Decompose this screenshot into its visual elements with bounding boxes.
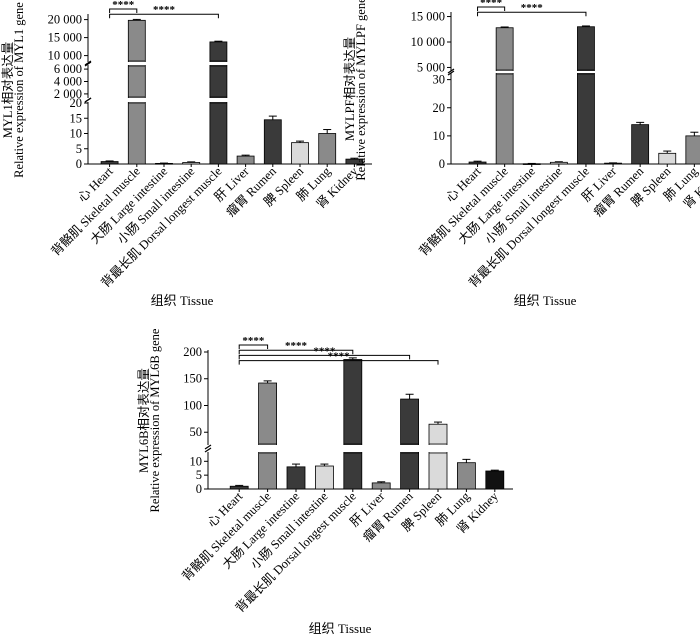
bar bbox=[127, 19, 146, 165]
significance-bracket bbox=[477, 6, 506, 11]
y-tick-label: 100 bbox=[183, 398, 202, 412]
significance-bracket bbox=[238, 360, 439, 365]
bar bbox=[100, 161, 119, 165]
axis-break-mark bbox=[84, 60, 92, 66]
axis-break-mark bbox=[84, 97, 92, 103]
bar bbox=[658, 152, 677, 165]
significance-bracket bbox=[238, 344, 269, 349]
y-tick-label: 5 000 bbox=[417, 60, 445, 74]
axis-break-gap bbox=[449, 71, 700, 73]
y-tick-label: 10 bbox=[433, 129, 446, 143]
y-tick-label: 15 000 bbox=[48, 31, 82, 45]
y-axis-subtitle: Relative expression of MYL6B gene bbox=[148, 328, 162, 512]
axis-break-mark bbox=[204, 447, 212, 453]
axis-break-mark bbox=[204, 444, 212, 450]
significance-bracket bbox=[109, 13, 219, 19]
bar bbox=[314, 465, 334, 490]
axis-break-mark bbox=[447, 70, 455, 76]
y-axis-title: MYLPF相对表达量 bbox=[343, 37, 357, 141]
bar bbox=[577, 26, 595, 165]
significance-label: **** bbox=[480, 0, 503, 9]
y-tick-label: 20 000 bbox=[48, 13, 82, 27]
significance-bracket bbox=[238, 354, 411, 360]
x-axis-title: 组织 Tissue bbox=[151, 293, 214, 308]
bar bbox=[286, 466, 306, 490]
significance-label: **** bbox=[153, 4, 176, 16]
y-tick-label: 5 bbox=[76, 142, 82, 156]
bar bbox=[291, 142, 309, 165]
bar bbox=[428, 423, 448, 490]
bar bbox=[456, 462, 476, 490]
y-tick-label: 0 bbox=[439, 157, 445, 171]
y-tick-label: 10 000 bbox=[411, 35, 445, 49]
y-tick-label: 30 bbox=[433, 73, 446, 87]
y-axis-subtitle: Relative expression of MYLPF gene bbox=[354, 0, 368, 181]
y-tick-label: 10 bbox=[70, 127, 83, 141]
y-axis-subtitle: Relative expression of MYL1 gene bbox=[12, 2, 26, 178]
bar bbox=[343, 359, 363, 490]
bar bbox=[236, 155, 255, 165]
significance-label: **** bbox=[242, 335, 265, 347]
y-tick-label: 2 000 bbox=[54, 87, 82, 101]
y-tick-label: 15 000 bbox=[411, 10, 445, 24]
bar bbox=[549, 161, 568, 165]
y-tick-label: 10 000 bbox=[48, 49, 82, 63]
bar bbox=[685, 135, 700, 165]
significance-bracket bbox=[109, 8, 138, 13]
significance-label: **** bbox=[112, 0, 135, 11]
y-tick-label: 20 bbox=[70, 96, 83, 110]
bar bbox=[182, 162, 201, 165]
bar bbox=[485, 470, 505, 490]
bar bbox=[318, 133, 337, 165]
axis-break-mark bbox=[447, 68, 455, 74]
x-axis-title: 组织 Tissue bbox=[514, 293, 577, 308]
x-axis-title: 组织 Tissue bbox=[309, 621, 372, 636]
y-axis-title: MYL1相对表达量 bbox=[1, 42, 15, 139]
axis-break-gap bbox=[86, 98, 374, 102]
bar bbox=[229, 485, 249, 490]
significance-bracket bbox=[477, 11, 587, 17]
bar bbox=[258, 382, 278, 490]
bar bbox=[371, 482, 391, 490]
y-tick-label: 6 000 bbox=[54, 62, 82, 76]
bar bbox=[263, 119, 282, 165]
bar bbox=[495, 27, 514, 165]
y-tick-label: 200 bbox=[183, 345, 202, 359]
y-tick-label: 10 bbox=[190, 454, 203, 468]
y-tick-label: 15 bbox=[70, 111, 83, 125]
significance-label: **** bbox=[521, 2, 544, 14]
significance-label: **** bbox=[285, 340, 308, 352]
y-tick-label: 50 bbox=[190, 425, 203, 439]
bar bbox=[631, 124, 650, 165]
y-tick-label: 4 000 bbox=[54, 75, 82, 89]
y-tick-label: 150 bbox=[183, 372, 202, 386]
y-tick-label: 20 bbox=[433, 101, 446, 115]
significance-bracket bbox=[238, 349, 354, 355]
axis-break-gap bbox=[206, 445, 515, 452]
axis-break-gap bbox=[86, 62, 374, 65]
y-axis-title: MYL6B相对表达量 bbox=[137, 368, 151, 473]
y-tick-label: 0 bbox=[196, 482, 202, 496]
y-tick-label: 0 bbox=[76, 157, 82, 171]
bar bbox=[468, 161, 487, 165]
significance-label: **** bbox=[313, 345, 336, 357]
y-tick-label: 5 bbox=[196, 468, 202, 482]
axis-break-mark bbox=[84, 61, 92, 67]
significance-label: **** bbox=[328, 351, 351, 363]
